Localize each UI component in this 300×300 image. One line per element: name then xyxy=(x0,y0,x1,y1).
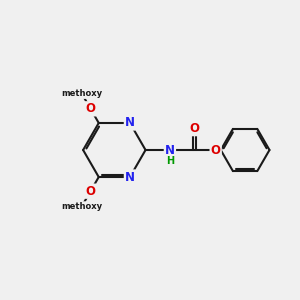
Text: methoxy: methoxy xyxy=(61,89,102,98)
Text: O: O xyxy=(211,143,221,157)
Text: N: N xyxy=(125,170,135,184)
Text: O: O xyxy=(189,122,199,135)
Text: N: N xyxy=(165,143,175,157)
Text: methoxy: methoxy xyxy=(61,89,102,98)
Text: methoxy: methoxy xyxy=(61,202,102,211)
Text: O: O xyxy=(85,102,96,115)
Text: N: N xyxy=(125,116,135,130)
Text: H: H xyxy=(166,156,174,166)
Text: O: O xyxy=(85,185,96,198)
